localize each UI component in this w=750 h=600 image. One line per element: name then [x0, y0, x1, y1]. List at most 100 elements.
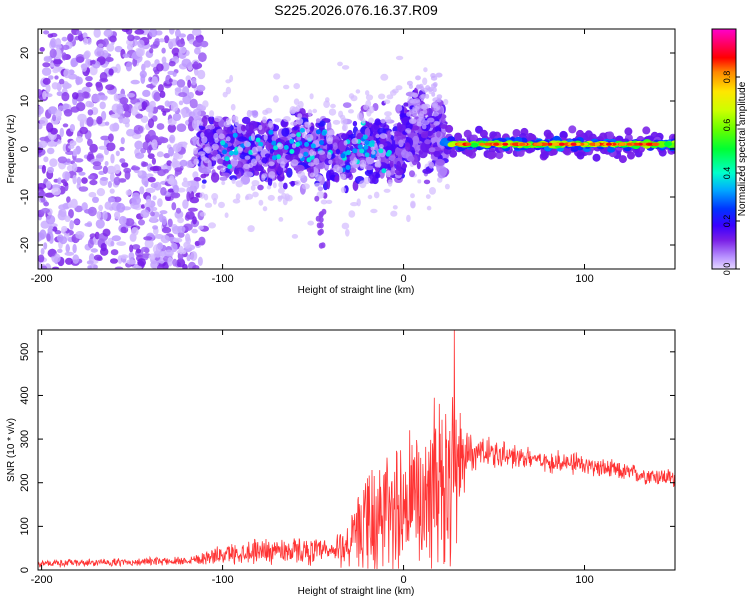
heatmap-cell: [197, 151, 206, 156]
heatmap-cell: [396, 105, 403, 112]
heatmap-cell: [95, 219, 105, 229]
heatmap-cell: [49, 158, 58, 168]
heatmap-cell: [559, 130, 568, 139]
heatmap-cell: [55, 109, 62, 119]
heatmap-cell: [454, 132, 463, 141]
heatmap-cell: [196, 37, 204, 42]
heatmap-cell: [156, 63, 164, 72]
heatmap-cell: [88, 191, 97, 198]
heatmap-cell: [149, 166, 159, 172]
x-tick-label: -200: [31, 574, 53, 586]
heatmap-cell: [100, 50, 109, 58]
heatmap-cell: [233, 168, 240, 175]
heatmap-cell: [276, 154, 281, 160]
heatmap-cell: [309, 149, 314, 157]
heatmap-cell: [425, 194, 431, 200]
heatmap-cell: [164, 100, 170, 107]
heatmap-cell: [152, 195, 157, 201]
heatmap-cell: [61, 36, 68, 42]
heatmap-cell: [69, 220, 74, 230]
heatmap-cell: [157, 264, 164, 269]
snr-ylabel: SNR (10 * v/v): [6, 418, 17, 482]
heatmap-cell: [493, 142, 500, 146]
heatmap-cell: [425, 93, 430, 99]
heatmap-cell: [392, 205, 398, 210]
heatmap-cell: [110, 240, 115, 247]
heatmap-cell: [122, 53, 130, 58]
colorbar-ticks: 0.0 0.2 0.4 0.6 0.8: [722, 71, 740, 275]
heatmap-cell: [228, 150, 234, 156]
heatmap-cell: [174, 167, 183, 173]
heatmap-cell: [365, 165, 374, 171]
heatmap-cell: [394, 168, 404, 176]
heatmap-cell: [192, 171, 199, 179]
heatmap-cell: [478, 142, 485, 146]
heatmap-cell: [570, 142, 577, 146]
heatmap-cell: [121, 117, 130, 125]
heatmap-cell: [294, 180, 301, 186]
heatmap-cell: [89, 179, 98, 186]
heatmap-cell: [38, 254, 45, 263]
heatmap-cell: [104, 121, 110, 126]
heatmap-cell: [125, 218, 135, 227]
heatmap-cell: [182, 199, 189, 209]
heatmap-cell: [157, 136, 166, 143]
heatmap-cell: [77, 113, 87, 123]
heatmap-cell: [157, 84, 164, 93]
heatmap-cell: [231, 178, 236, 185]
heatmap-cell: [220, 167, 226, 173]
heatmap-cell: [164, 249, 174, 257]
heatmap-cell: [156, 151, 164, 158]
heatmap-cell: [192, 108, 202, 118]
heatmap-cell: [626, 142, 633, 146]
heatmap-cell: [430, 137, 437, 144]
heatmap-cell: [135, 152, 145, 159]
heatmap-cell: [289, 109, 296, 115]
heatmap-cell: [350, 202, 359, 207]
heatmap-cell: [441, 118, 446, 124]
heatmap-cell: [45, 214, 56, 225]
heatmap-cell: [431, 91, 436, 97]
heatmap-cell: [135, 248, 142, 254]
heatmap-cell: [495, 151, 504, 160]
heatmap-cell: [312, 108, 318, 114]
colorbar: 0.0 0.2 0.4 0.6 0.8 Normalized spectral ampl…: [711, 28, 748, 275]
heatmap-cell: [207, 116, 214, 123]
heatmap-cell: [39, 229, 47, 240]
heatmap-cell: [147, 118, 155, 129]
heatmap-cell: [173, 237, 183, 243]
heatmap-cell: [147, 129, 156, 140]
heatmap-cell: [374, 118, 382, 126]
heatmap-cell: [301, 183, 310, 190]
heatmap-cell: [196, 84, 206, 92]
heatmap-cell: [176, 79, 186, 88]
snr-panel: -200 -100 0 100 0 100 200 300 400 500 Height of s…: [6, 329, 676, 597]
heatmap-cell: [349, 160, 356, 166]
heatmap-cell: [436, 94, 443, 100]
heatmap-cell: [49, 141, 57, 147]
heatmap-cell: [119, 97, 129, 105]
heatmap-cell: [102, 165, 108, 174]
heatmap-cell: [42, 62, 51, 68]
heatmap-cell: [131, 196, 142, 205]
heatmap-cell: [307, 109, 313, 117]
heatmap-cell: [674, 144, 675, 147]
heatmap-cell: [125, 189, 132, 196]
heatmap-cell: [57, 248, 63, 253]
heatmap-cell: [599, 132, 608, 141]
heatmap-cell: [100, 177, 109, 181]
heatmap-cell: [67, 201, 74, 209]
heatmap-cell: [343, 140, 348, 146]
heatmap-cell: [435, 72, 443, 78]
heatmap-cell: [512, 142, 518, 146]
heatmap-cell: [194, 47, 201, 55]
heatmap-cell: [326, 152, 332, 160]
y-tick-label: 20: [19, 47, 31, 59]
heatmap-cell: [338, 110, 344, 118]
heatmap-cell: [61, 225, 68, 232]
heatmap-cell: [286, 167, 293, 178]
heatmap-cell: [352, 120, 358, 127]
heatmap-cell: [167, 256, 173, 267]
heatmap-cell: [594, 142, 601, 146]
heatmap-cell: [348, 210, 356, 218]
